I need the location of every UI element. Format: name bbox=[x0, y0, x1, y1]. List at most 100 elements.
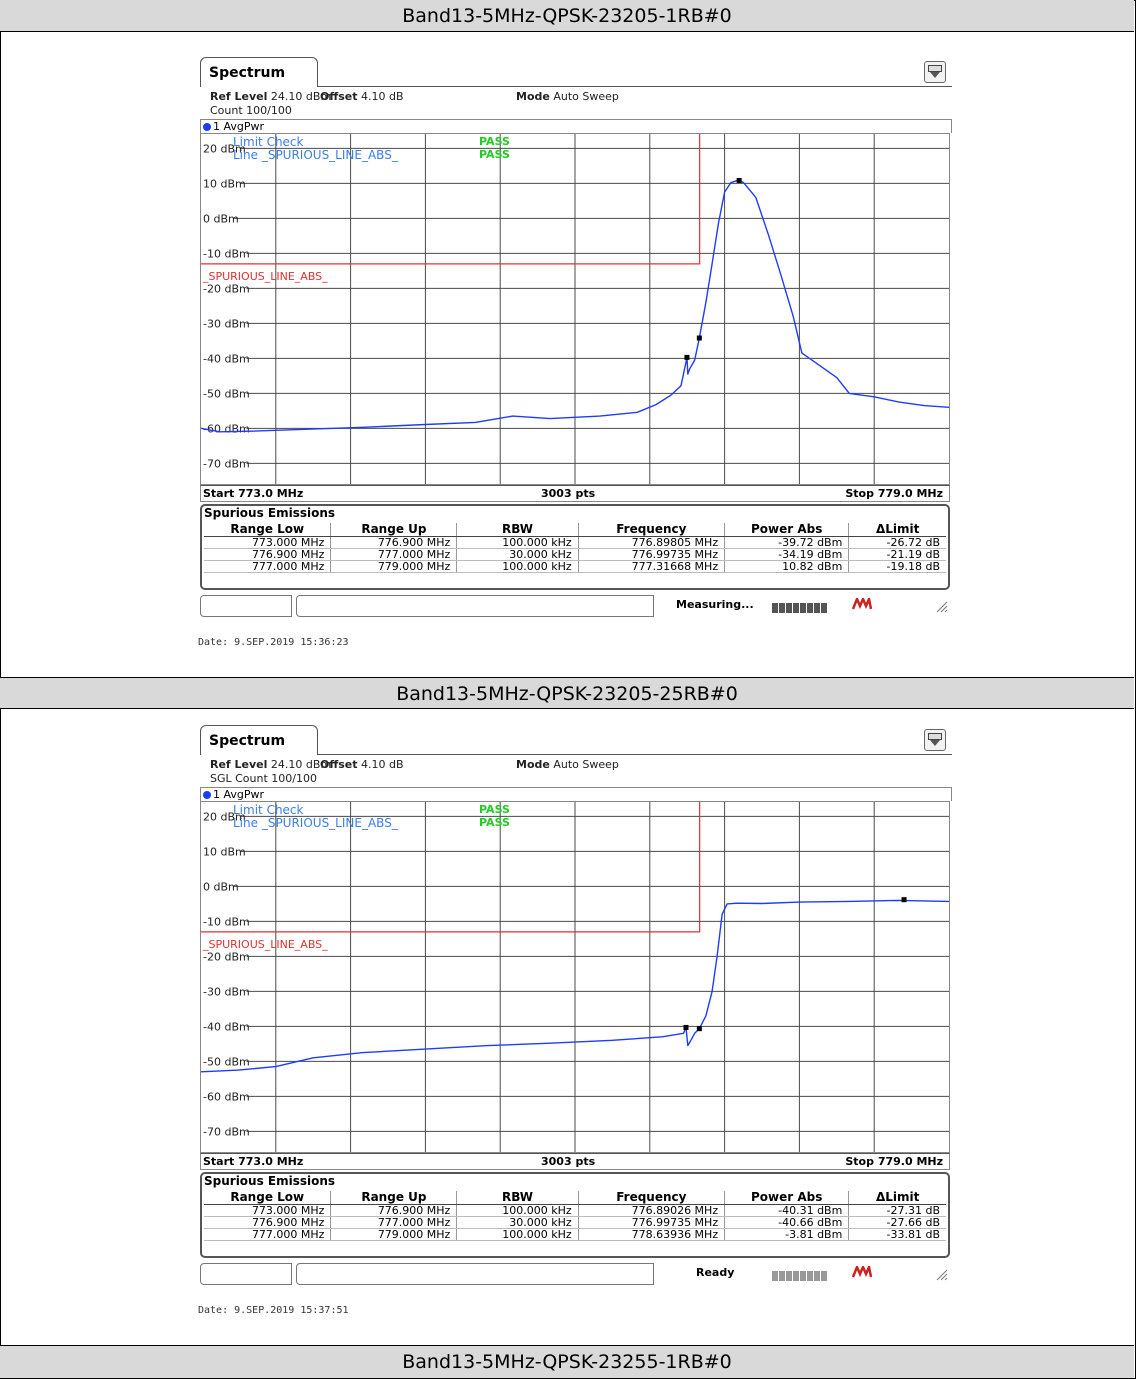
status-message: Measuring... bbox=[676, 598, 754, 611]
offset-label: Offset bbox=[320, 90, 358, 103]
mode-label: Mode bbox=[516, 758, 550, 771]
progress-indicator bbox=[772, 1268, 842, 1281]
col-range-low: Range Low bbox=[204, 523, 331, 537]
col-power-abs: Power Abs bbox=[724, 523, 849, 537]
results-table: Range Low Range Up RBW Frequency Power A… bbox=[204, 523, 946, 573]
rs-logo-icon bbox=[852, 1266, 872, 1278]
spectrum-tab[interactable]: Spectrum bbox=[200, 725, 318, 755]
col-power-abs: Power Abs bbox=[724, 1191, 849, 1205]
y-tick-label: 0 dBm bbox=[203, 880, 239, 893]
cell: 776.900 MHz bbox=[330, 1204, 457, 1217]
table-row: 773.000 MHz 776.900 MHz 100.000 kHz 776.898… bbox=[204, 536, 946, 549]
y-tick-label: -60 dBm bbox=[203, 422, 250, 435]
capture-date: Date: 9.SEP.2019 15:37:51 bbox=[198, 1305, 349, 1316]
table-row: 777.000 MHz 779.000 MHz 100.000 kHz 777.316… bbox=[204, 560, 946, 573]
cell: 773.000 MHz bbox=[204, 536, 331, 549]
col-rbw: RBW bbox=[456, 1191, 579, 1205]
y-tick-label-bg bbox=[201, 140, 240, 155]
ref-level-label: Ref Level bbox=[210, 90, 268, 103]
limit-line bbox=[201, 134, 701, 265]
trace-dot-icon bbox=[203, 123, 211, 131]
table-header-row: Range Low Range Up RBW Frequency Power A… bbox=[204, 523, 946, 537]
y-tick-label: -10 dBm bbox=[203, 915, 250, 928]
y-tick-label-bg bbox=[201, 808, 240, 823]
offset-info: Offset 4.10 dB bbox=[320, 90, 404, 103]
trace-line bbox=[201, 179, 949, 433]
y-tick-label-bg bbox=[201, 385, 247, 400]
y-tick-label: -60 dBm bbox=[203, 1090, 250, 1103]
cell: -33.81 dB bbox=[848, 1228, 946, 1241]
y-tick-label: 0 dBm bbox=[203, 212, 239, 225]
start-frequency: Start 773.0 MHz bbox=[203, 487, 304, 500]
peak-marker bbox=[736, 177, 742, 183]
ref-level-value: 24.10 dBm bbox=[270, 758, 332, 771]
y-tick-label-bg bbox=[201, 350, 247, 365]
cell: 100.000 kHz bbox=[456, 1228, 579, 1241]
trace-line bbox=[201, 899, 949, 1073]
cell: 100.000 kHz bbox=[456, 536, 579, 549]
cell: -26.72 dB bbox=[848, 536, 946, 549]
spurious-title: Spurious Emissions bbox=[204, 1174, 336, 1188]
cell: 776.900 MHz bbox=[330, 536, 457, 549]
cell: 776.900 MHz bbox=[204, 548, 331, 561]
cell: -27.31 dB bbox=[848, 1204, 946, 1217]
sweep-points: 3003 pts bbox=[541, 1155, 596, 1168]
sweep-points: 3003 pts bbox=[541, 487, 596, 500]
y-tick-label-bg bbox=[201, 245, 247, 260]
stop-frequency: Stop 779.0 MHz bbox=[845, 487, 943, 500]
panel-1-title: Band13-5MHz-QPSK-23205-1RB#0 bbox=[0, 0, 1134, 32]
spectrum-plot: 20 dBm 10 dBm 0 dBm -10 dBm -20 dBm -30 dBm -4… bbox=[200, 801, 950, 1153]
col-delta-limit: ΔLimit bbox=[848, 1191, 946, 1205]
y-tick-label-bg bbox=[201, 1053, 247, 1068]
resize-grip-icon[interactable] bbox=[934, 599, 948, 613]
y-tick-label: -50 dBm bbox=[203, 387, 250, 400]
spectrum-tab[interactable]: Spectrum bbox=[200, 57, 318, 87]
trace-label: 1 AvgPwr bbox=[213, 120, 265, 133]
y-tick-label: 10 dBm bbox=[203, 845, 246, 858]
cell: 778.63936 MHz bbox=[577, 1228, 725, 1241]
limit-check-label: Limit Check bbox=[233, 803, 304, 817]
cell: -21.19 dB bbox=[848, 548, 946, 561]
resize-grip-icon[interactable] bbox=[934, 1267, 948, 1281]
window-menu-button[interactable] bbox=[924, 61, 946, 83]
ref-level-info: Ref Level 24.10 dBm bbox=[210, 758, 331, 771]
mode-info: Mode Auto Sweep bbox=[516, 90, 619, 103]
trace-label-bar: 1 AvgPwr bbox=[200, 119, 952, 133]
softkey-field-2[interactable] bbox=[296, 595, 654, 617]
limit-check-label: Limit Check bbox=[233, 135, 304, 149]
x-axis-footer: Start 773.0 MHz 3003 pts Stop 779.0 MHz bbox=[200, 1153, 950, 1170]
softkey-field-1[interactable] bbox=[200, 595, 292, 617]
cell: -34.19 dBm bbox=[724, 548, 849, 561]
trace-label-bar: 1 AvgPwr bbox=[200, 787, 952, 801]
ref-level-label: Ref Level bbox=[210, 758, 268, 771]
cell: 777.31668 MHz bbox=[577, 560, 725, 573]
chevron-down-icon bbox=[930, 72, 940, 78]
limit-check-result: PASS bbox=[479, 135, 510, 148]
limit-line-result: PASS bbox=[479, 816, 510, 829]
peak-marker bbox=[696, 335, 702, 341]
limit-line-name: _SPURIOUS_LINE_ABS_ bbox=[203, 270, 328, 283]
y-tick-label-bg bbox=[201, 843, 240, 858]
spurious-emissions-table: Spurious Emissions Range Low Range Up RB… bbox=[200, 1172, 950, 1258]
offset-label: Offset bbox=[320, 758, 358, 771]
spectrum-chart: 20 dBm 10 dBm 0 dBm -10 dBm -20 dBm -30 dBm -4… bbox=[201, 802, 949, 1152]
start-frequency: Start 773.0 MHz bbox=[203, 1155, 304, 1168]
window-menu-button[interactable] bbox=[924, 729, 946, 751]
y-tick-label-bg bbox=[201, 315, 247, 330]
softkey-field-2[interactable] bbox=[296, 1263, 654, 1285]
y-tick-label: -30 dBm bbox=[203, 317, 250, 330]
spectrum-chart: 20 dBm 10 dBm 0 dBm -10 dBm -20 dBm -30 dBm -4… bbox=[201, 134, 949, 484]
trace-dot-icon bbox=[203, 791, 211, 799]
limit-line bbox=[201, 802, 701, 933]
cell: 776.99735 MHz bbox=[577, 548, 725, 561]
cell: -3.81 dBm bbox=[724, 1228, 849, 1241]
cell: 779.000 MHz bbox=[330, 1228, 457, 1241]
cell: 773.000 MHz bbox=[204, 1204, 331, 1217]
count-info: Count 100/100 bbox=[210, 104, 292, 117]
table-row: 776.900 MHz 777.000 MHz 30.000 kHz 776.9973… bbox=[204, 548, 946, 561]
cell: 776.99735 MHz bbox=[577, 1216, 725, 1229]
cell: 100.000 kHz bbox=[456, 560, 579, 573]
softkey-field-1[interactable] bbox=[200, 1263, 292, 1285]
y-tick-label: -30 dBm bbox=[203, 985, 250, 998]
cell: 776.900 MHz bbox=[204, 1216, 331, 1229]
